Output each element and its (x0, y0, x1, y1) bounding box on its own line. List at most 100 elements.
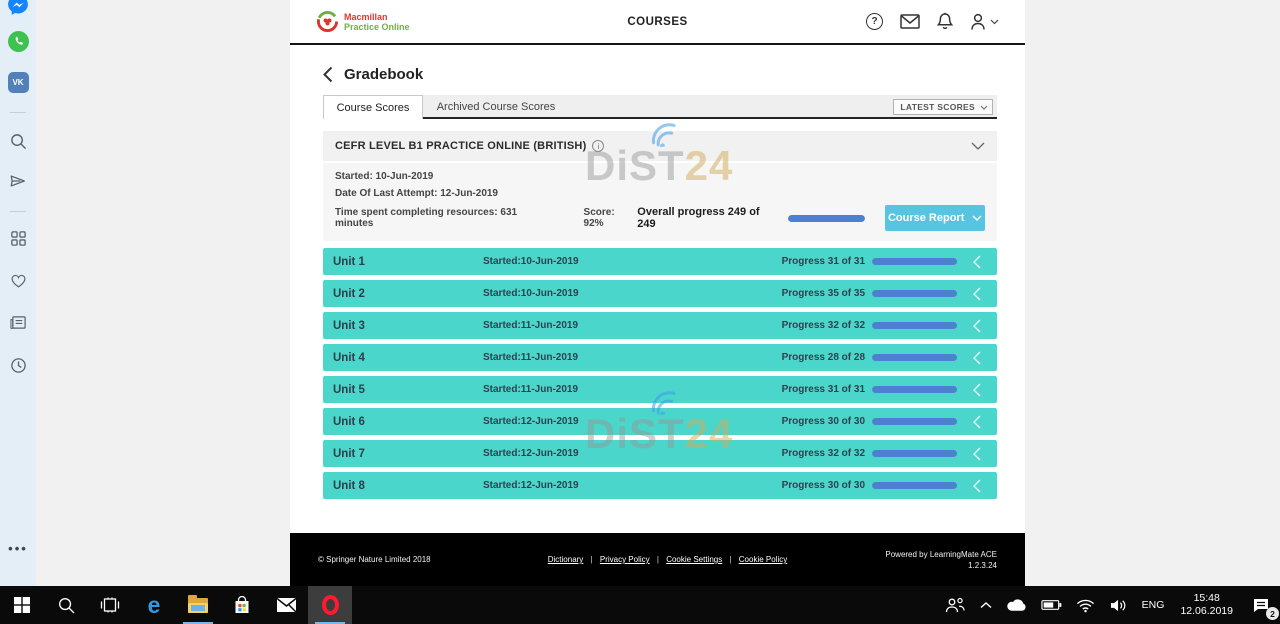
macmillan-logo[interactable]: Macmillan Practice Online (316, 10, 410, 33)
course-report-button[interactable]: Course Report (885, 205, 985, 231)
sidebar-more-icon[interactable]: ••• (8, 540, 28, 556)
unit-row[interactable]: Unit 7 Started:12-Jun-2019 Progress 32 o… (323, 440, 997, 467)
history-clock-icon[interactable] (0, 353, 36, 377)
unit-progress: Progress 32 of 32 (781, 320, 865, 331)
task-view-icon[interactable] (88, 586, 132, 624)
search-icon[interactable] (0, 129, 36, 153)
unit-row[interactable]: Unit 8 Started:12-Jun-2019 Progress 30 o… (323, 472, 997, 499)
my-flow-icon[interactable] (0, 169, 36, 193)
logo-text-line2: Practice Online (344, 21, 410, 32)
wifi-icon[interactable] (1069, 586, 1102, 624)
store-icon[interactable] (220, 586, 264, 624)
unit-progress: Progress 31 of 31 (781, 384, 865, 395)
nav-title: COURSES (627, 15, 688, 28)
expand-chevron-icon[interactable] (957, 447, 997, 461)
footer-version: 1.2.3.24 (968, 560, 997, 570)
unit-progress: Progress 35 of 35 (781, 288, 865, 299)
expand-chevron-icon[interactable] (957, 319, 997, 333)
info-icon[interactable]: i (592, 140, 605, 152)
unit-list: Unit 1 Started:10-Jun-2019 Progress 31 o… (323, 248, 997, 499)
mail-app-icon[interactable] (264, 586, 308, 624)
unit-name: Unit 5 (333, 383, 365, 396)
footer-link-dictionary[interactable]: Dictionary (547, 555, 584, 564)
footer-link-cookie-policy[interactable]: Cookie Policy (738, 555, 788, 564)
unit-progress-bar (872, 258, 957, 265)
unit-progress: Progress 28 of 28 (781, 352, 865, 363)
unit-started: Started:10-Jun-2019 (483, 288, 579, 299)
start-button[interactable] (0, 586, 44, 624)
overall-progress-bar (787, 214, 866, 222)
tab-strip: Course Scores Archived Course Scores LAT… (323, 95, 997, 119)
opera-icon[interactable] (308, 586, 352, 624)
unit-name: Unit 8 (333, 479, 365, 492)
logo-text-line1: Macmillan (344, 11, 388, 22)
footer-separator: | (729, 555, 732, 564)
latest-scores-dropdown[interactable]: LATEST SCORES (893, 99, 993, 115)
course-score: Score: 92% (583, 207, 615, 229)
battery-icon[interactable] (1034, 586, 1069, 624)
expand-chevron-icon[interactable] (957, 479, 997, 493)
whatsapp-icon[interactable] (0, 29, 36, 53)
speed-dial-icon[interactable] (0, 226, 36, 250)
messenger-icon[interactable] (0, 0, 36, 17)
account-icon[interactable] (970, 13, 999, 31)
tab-course-scores[interactable]: Course Scores (323, 95, 423, 119)
course-stats: Started: 10-Jun-2019 Date Of Last Attemp… (323, 163, 997, 241)
unit-progress-bar (872, 418, 957, 425)
footer-link-privacy-policy[interactable]: Privacy Policy (599, 555, 650, 564)
unit-progress: Progress 30 of 30 (781, 416, 865, 427)
unit-started: Started:10-Jun-2019 (483, 256, 579, 267)
footer-powered-by: Powered by LearningMate ACE (885, 549, 997, 559)
unit-progress-bar (872, 386, 957, 393)
tray-chevron-up-icon[interactable] (973, 586, 999, 624)
chevron-down-icon (980, 105, 988, 110)
tab-archived-course-scores[interactable]: Archived Course Scores (436, 101, 556, 113)
language-indicator[interactable]: ENG (1141, 599, 1165, 611)
clock[interactable]: 15:48 12.06.2019 (1171, 592, 1242, 618)
unit-name: Unit 1 (333, 255, 365, 268)
unit-row[interactable]: Unit 6 Started:12-Jun-2019 Progress 30 o… (323, 408, 997, 435)
macmillan-logo-icon (316, 10, 339, 33)
news-icon[interactable] (0, 310, 36, 334)
overall-progress-label: Overall progress 249 of 249 (637, 206, 760, 230)
unit-row[interactable]: Unit 4 Started:11-Jun-2019 Progress 28 o… (323, 344, 997, 371)
page-title: Gradebook (344, 65, 424, 83)
chevron-down-icon[interactable] (971, 142, 985, 150)
action-center-icon[interactable]: 2 (1242, 586, 1280, 624)
back-icon[interactable] (323, 66, 333, 83)
edge-icon[interactable]: e (147, 591, 161, 618)
footer-copyright: © Springer Nature Limited 2018 (318, 555, 431, 564)
footer-separator: | (590, 555, 593, 564)
unit-progress-bar (872, 450, 957, 457)
bookmarks-heart-icon[interactable] (0, 268, 36, 292)
footer-separator: | (656, 555, 659, 564)
taskbar-search-icon[interactable] (44, 586, 88, 624)
unit-row[interactable]: Unit 2 Started:10-Jun-2019 Progress 35 o… (323, 280, 997, 307)
expand-chevron-icon[interactable] (957, 351, 997, 365)
notifications-bell-icon[interactable] (937, 12, 953, 31)
people-icon[interactable] (937, 586, 973, 624)
file-explorer-icon[interactable] (176, 586, 220, 624)
chevron-down-icon (972, 215, 982, 221)
unit-row[interactable]: Unit 1 Started:10-Jun-2019 Progress 31 o… (323, 248, 997, 275)
footer-link-cookie-settings[interactable]: Cookie Settings (666, 555, 723, 564)
unit-row[interactable]: Unit 5 Started:11-Jun-2019 Progress 31 o… (323, 376, 997, 403)
expand-chevron-icon[interactable] (957, 255, 997, 269)
unit-started: Started:11-Jun-2019 (483, 352, 579, 363)
unit-row[interactable]: Unit 3 Started:11-Jun-2019 Progress 32 o… (323, 312, 997, 339)
running-indicator (315, 622, 345, 624)
mail-icon[interactable] (900, 14, 920, 29)
help-icon[interactable]: ? (866, 13, 883, 30)
expand-chevron-icon[interactable] (957, 287, 997, 301)
unit-started: Started:12-Jun-2019 (483, 480, 579, 491)
unit-progress: Progress 32 of 32 (781, 448, 865, 459)
volume-icon[interactable] (1102, 586, 1135, 624)
vk-icon[interactable]: VK (0, 70, 36, 94)
sidebar-divider (10, 211, 26, 212)
onedrive-cloud-icon[interactable] (999, 586, 1034, 624)
expand-chevron-icon[interactable] (957, 383, 997, 397)
unit-name: Unit 4 (333, 351, 365, 364)
browser-sidebar: VK ••• (0, 0, 36, 586)
expand-chevron-icon[interactable] (957, 415, 997, 429)
course-header[interactable]: CEFR LEVEL B1 PRACTICE ONLINE (BRITISH) … (323, 131, 997, 161)
